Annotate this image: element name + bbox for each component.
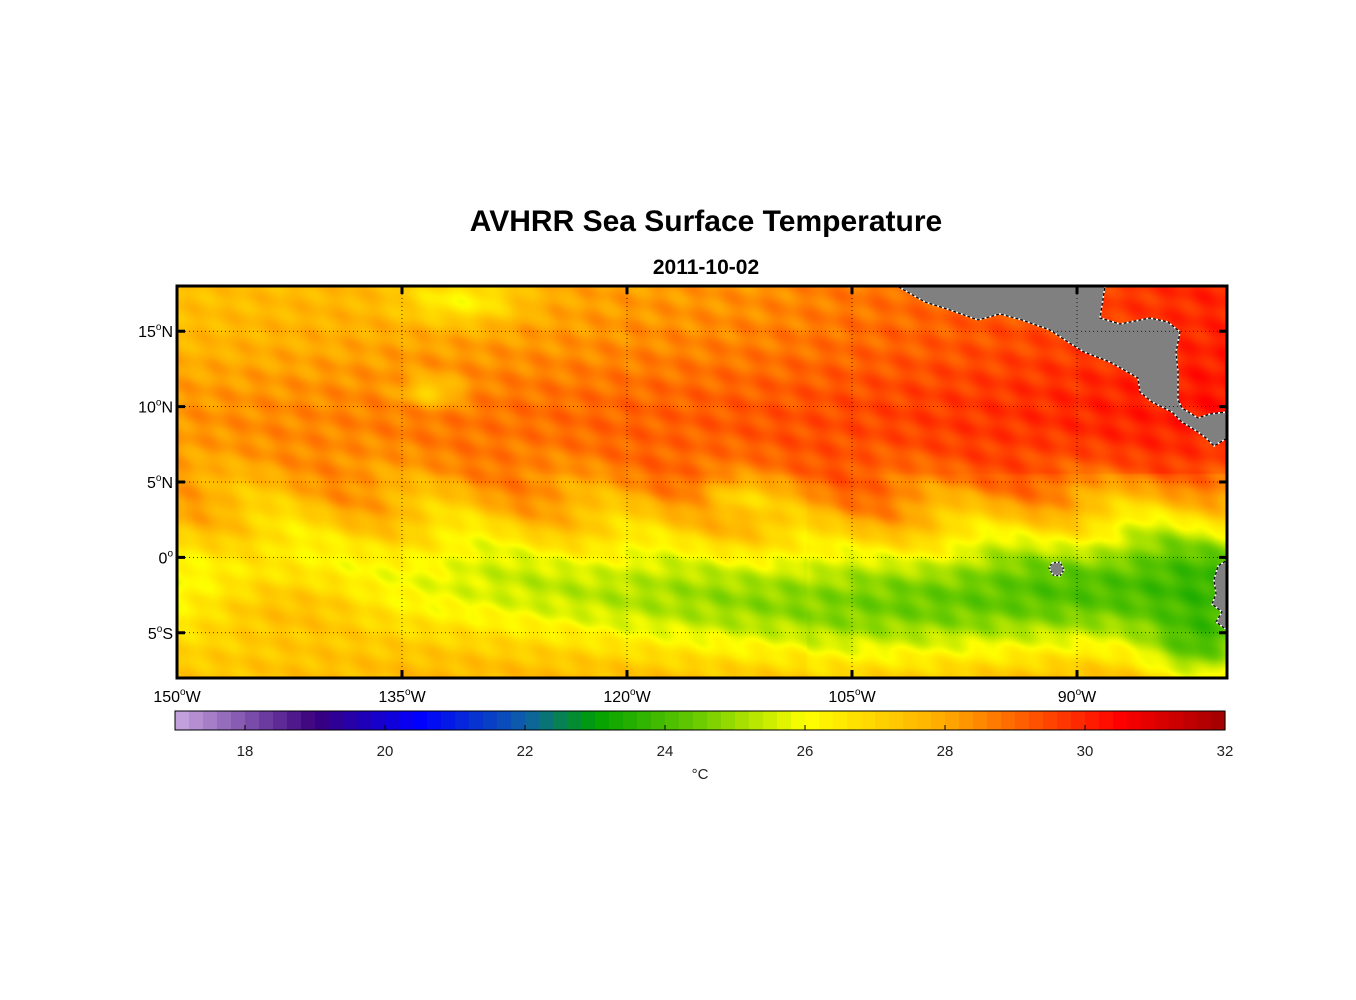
land-central-america (895, 286, 1227, 447)
colorbar-swatch (1141, 711, 1156, 730)
colorbar-swatch (1197, 711, 1212, 730)
colorbar-swatch (231, 711, 246, 730)
colorbar-swatch (1015, 711, 1030, 730)
colorbar-swatch (637, 711, 652, 730)
colorbar-tick-label: 32 (1217, 743, 1234, 760)
colorbar-swatch (973, 711, 988, 730)
colorbar-swatch (427, 711, 442, 730)
colorbar-tick-label: 22 (517, 743, 534, 760)
colorbar-swatch (371, 711, 386, 730)
colorbar-swatch (357, 711, 372, 730)
colorbar-swatch (805, 711, 820, 730)
colorbar-swatch (175, 711, 190, 730)
colorbar-swatch (469, 711, 484, 730)
colorbar-swatch (385, 711, 400, 730)
colorbar-swatch (483, 711, 498, 730)
colorbar-swatch (1127, 711, 1142, 730)
colorbar-swatch (819, 711, 834, 730)
colorbar-swatch (665, 711, 680, 730)
colorbar-tick-label: 26 (797, 743, 814, 760)
colorbar-swatch (735, 711, 750, 730)
colorbar-swatch (441, 711, 456, 730)
colorbar-swatch (791, 711, 806, 730)
colorbar-swatch (959, 711, 974, 730)
lon-tick-label: 135oW (378, 687, 426, 706)
colorbar-swatch (1113, 711, 1128, 730)
lat-tick-label: 10oN (138, 398, 173, 417)
colorbar-swatch (623, 711, 638, 730)
colorbar-swatch (273, 711, 288, 730)
colorbar-swatch (1085, 711, 1100, 730)
colorbar-swatch (595, 711, 610, 730)
colorbar-swatch (1211, 711, 1226, 730)
colorbar-swatch (707, 711, 722, 730)
colorbar-tick-label: 28 (937, 743, 954, 760)
colorbar-swatch (1043, 711, 1058, 730)
lat-tick-label: 0o (159, 548, 174, 567)
colorbar-swatch (1099, 711, 1114, 730)
lat-tick-label: 5oS (148, 624, 173, 643)
colorbar (175, 711, 1226, 730)
colorbar-swatch (553, 711, 568, 730)
colorbar-swatch (945, 711, 960, 730)
colorbar-swatch (931, 711, 946, 730)
colorbar-swatch (833, 711, 848, 730)
colorbar-swatch (1029, 711, 1044, 730)
colorbar-swatch (399, 711, 414, 730)
colorbar-swatch (567, 711, 582, 730)
colorbar-swatch (189, 711, 204, 730)
colorbar-tick-label: 20 (377, 743, 394, 760)
colorbar-swatch (259, 711, 274, 730)
colorbar-swatch (497, 711, 512, 730)
colorbar-swatch (581, 711, 596, 730)
lat-tick-label: 5oN (147, 473, 173, 492)
colorbar-swatch (917, 711, 932, 730)
colorbar-swatch (329, 711, 344, 730)
colorbar-swatch (217, 711, 232, 730)
colorbar-swatch (1155, 711, 1170, 730)
colorbar-swatch (413, 711, 428, 730)
colorbar-swatch (1183, 711, 1198, 730)
colorbar-swatch (525, 711, 540, 730)
colorbar-swatch (763, 711, 778, 730)
colorbar-swatch (693, 711, 708, 730)
colorbar-swatch (721, 711, 736, 730)
colorbar-tick-label: 24 (657, 743, 674, 760)
colorbar-swatch (1169, 711, 1184, 730)
colorbar-swatch (903, 711, 918, 730)
colorbar-swatch (987, 711, 1002, 730)
colorbar-swatch (1057, 711, 1072, 730)
colorbar-swatch (679, 711, 694, 730)
map-title: AVHRR Sea Surface Temperature (469, 205, 943, 238)
colorbar-swatch (875, 711, 890, 730)
colorbar-swatch (1071, 711, 1086, 730)
colorbar-swatch (203, 711, 218, 730)
colorbar-swatch (609, 711, 624, 730)
colorbar-tick-label: 30 (1077, 743, 1094, 760)
lon-tick-label: 105oW (828, 687, 876, 706)
lon-tick-label: 120oW (603, 687, 651, 706)
lon-tick-label: 150oW (153, 687, 201, 706)
colorbar-swatch (287, 711, 302, 730)
colorbar-swatch (1001, 711, 1016, 730)
map-date-subtitle: 2011-10-02 (652, 256, 760, 279)
colorbar-swatch (777, 711, 792, 730)
colorbar-unit-label: °C (692, 766, 709, 783)
colorbar-swatch (315, 711, 330, 730)
colorbar-swatch (861, 711, 876, 730)
colorbar-swatch (301, 711, 316, 730)
colorbar-swatch (889, 711, 904, 730)
colorbar-tick-label: 18 (237, 743, 254, 760)
colorbar-swatch (847, 711, 862, 730)
colorbar-swatch (539, 711, 554, 730)
colorbar-swatch (455, 711, 470, 730)
lon-tick-label: 90oW (1058, 687, 1097, 706)
colorbar-swatch (343, 711, 358, 730)
colorbar-swatch (245, 711, 260, 730)
colorbar-swatch (651, 711, 666, 730)
colorbar-swatch (511, 711, 526, 730)
colorbar-swatch (749, 711, 764, 730)
lat-tick-label: 15oN (138, 322, 173, 341)
